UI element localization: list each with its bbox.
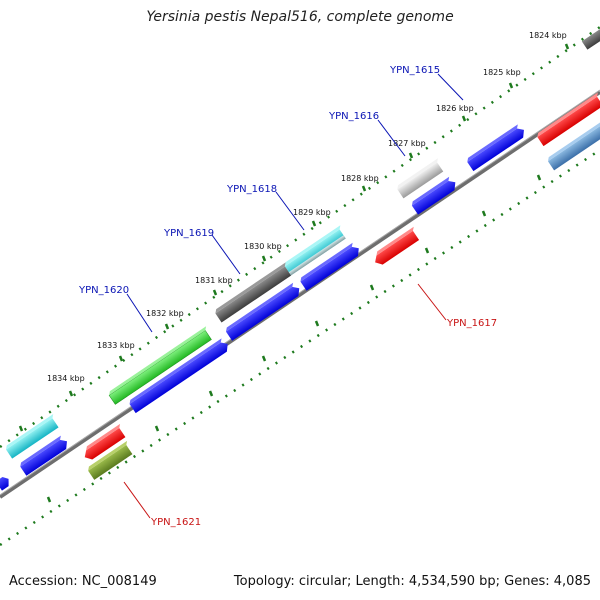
forward-arrow[interactable]: [299, 242, 362, 291]
gene-top-right-gray[interactable]: [581, 23, 600, 50]
outer-ruler-ticks: [18, 43, 570, 432]
gene-label-ypn-1615[interactable]: YPN_1615: [389, 65, 440, 76]
genome-backbone: [0, 90, 600, 499]
gene-right-edge-red[interactable]: [536, 92, 600, 147]
forward-arrow[interactable]: [410, 176, 458, 215]
ruler-label: 1825 kbp: [483, 68, 521, 77]
map-title: Yersinia pestis Nepal516, complete genom…: [146, 9, 454, 25]
reverse-gene-labels: YPN_1617 YPN_1621: [123, 283, 497, 528]
ruler-label: 1832 kbp: [146, 309, 184, 318]
ruler-label: 1826 kbp: [436, 104, 474, 113]
ruler-label: 1834 kbp: [47, 374, 85, 383]
ruler-label: 1827 kbp: [388, 139, 426, 148]
gene-label-ypn-1621[interactable]: YPN_1621: [150, 517, 201, 528]
gene-label-ypn-1620[interactable]: YPN_1620: [78, 285, 129, 296]
gene-label-ypn-1617[interactable]: YPN_1617: [446, 318, 497, 329]
genome-backbone-highlight: [0, 89, 600, 496]
gene-ypn-1617-feature[interactable]: [371, 226, 422, 268]
outer-ruler-line: [0, 25, 600, 449]
forward-arrow[interactable]: [19, 435, 71, 476]
forward-arrow[interactable]: [0, 475, 12, 491]
ruler-label: 1830 kbp: [244, 242, 282, 251]
forward-arrow[interactable]: [224, 282, 302, 341]
gene-label-ypn-1618[interactable]: YPN_1618: [226, 184, 277, 195]
forward-arrow[interactable]: [466, 123, 528, 172]
ruler-label: 1829 kbp: [293, 208, 331, 217]
forward-arrow[interactable]: [128, 337, 231, 414]
gene-ypn-1618-feature[interactable]: [283, 225, 348, 276]
ruler-label: 1824 kbp: [529, 31, 567, 40]
gene-ypn-1620-feature[interactable]: [107, 326, 213, 405]
gene-ypn-1621-feature[interactable]: [80, 423, 128, 462]
gene-olive-reverse[interactable]: [86, 440, 134, 480]
gene-label-ypn-1619[interactable]: YPN_1619: [163, 228, 214, 239]
ruler-label: 1833 kbp: [97, 341, 135, 350]
ruler-labels: 1824 kbp 1825 kbp 1826 kbp 1827 kbp 1828…: [47, 31, 567, 383]
accession-label: Accession: NC_008149: [9, 574, 157, 589]
ruler-label: 1831 kbp: [195, 276, 233, 285]
gene-left-edge-cyan[interactable]: [4, 414, 61, 459]
gene-right-edge-steelblue[interactable]: [546, 116, 600, 171]
forward-gene-labels: YPN_1615 YPN_1616 YPN_1618 YPN_1619 YPN_…: [78, 65, 464, 333]
ruler-label: 1828 kbp: [341, 174, 379, 183]
topology-label: Topology: circular; Length: 4,534,590 bp…: [233, 574, 591, 589]
gene-ypn-1619-feature[interactable]: [214, 262, 294, 323]
gene-ypn-1616-feature[interactable]: [396, 158, 446, 199]
gene-label-ypn-1616[interactable]: YPN_1616: [328, 111, 379, 122]
